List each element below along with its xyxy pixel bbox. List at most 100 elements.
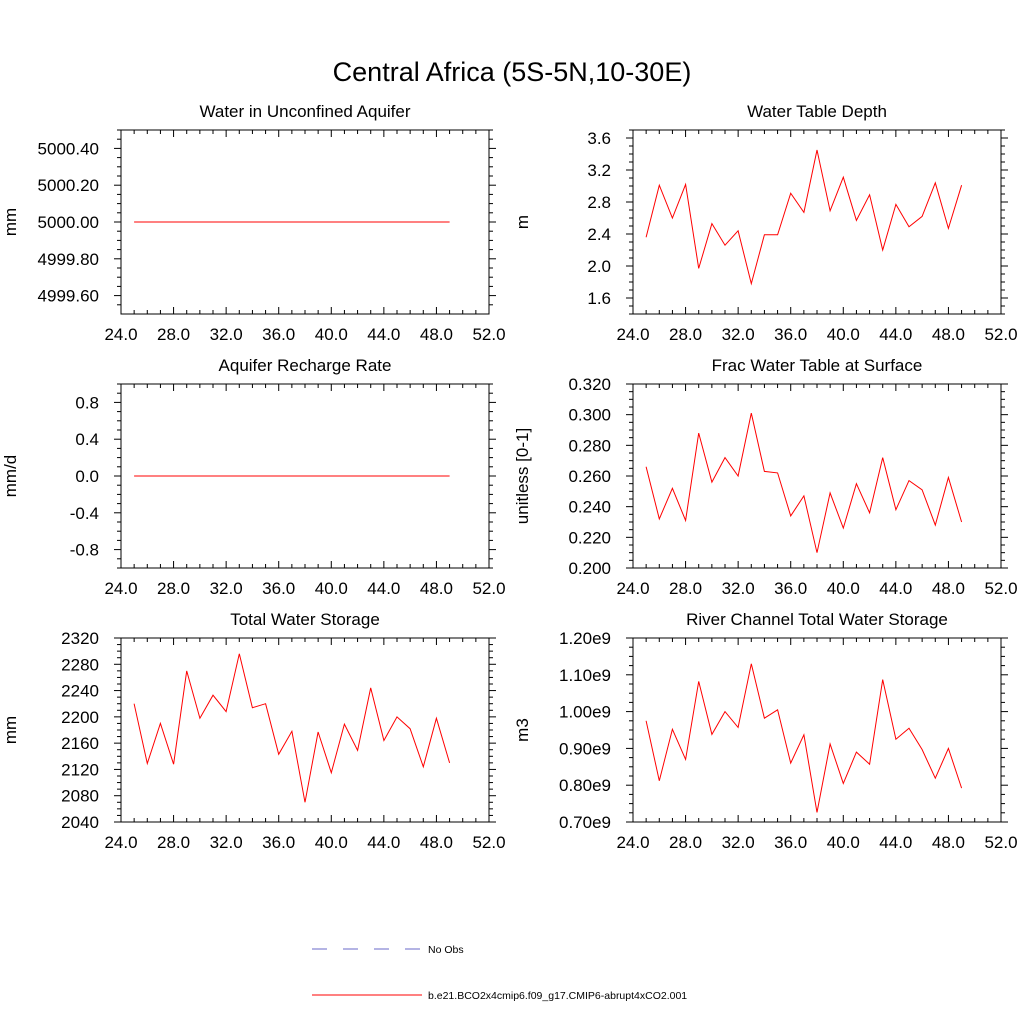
series-line	[133, 653, 451, 803]
x-tick-label: 52.0	[984, 833, 1017, 852]
y-tick-label: 0.280	[568, 436, 611, 455]
x-tick-label: 48.0	[932, 325, 965, 344]
x-tick-label: 36.0	[262, 579, 295, 598]
x-tick-label: 44.0	[367, 833, 400, 852]
panel-title: Frac Water Table at Surface	[712, 356, 923, 375]
y-tick-label: 1.10e9	[559, 666, 611, 685]
y-tick-label: 0.80e9	[559, 776, 611, 795]
plot-frame	[632, 637, 1002, 823]
y-axis-label: m	[513, 215, 532, 229]
x-tick-label: 36.0	[262, 833, 295, 852]
panel-3: Aquifer Recharge Rate mm/d 24.0 28.0 32.0 36.…	[1, 356, 506, 598]
x-tick-label: 40.0	[315, 325, 348, 344]
y-axis-label: m3	[513, 718, 532, 742]
y-tick-label: 2.0	[587, 257, 611, 276]
y-tick-label: 1.00e9	[559, 703, 611, 722]
y-axis-label: unitless [0-1]	[513, 428, 532, 524]
panel-title: Water Table Depth	[747, 102, 887, 121]
y-tick-label: 3.2	[587, 161, 611, 180]
x-tick-label: 32.0	[210, 579, 243, 598]
panel-title: Total Water Storage	[230, 610, 380, 629]
y-tick-label: 0.0	[75, 467, 99, 486]
series-line	[645, 663, 963, 813]
legend-label: No Obs	[428, 944, 464, 956]
panel-6: River Channel Total Water Storage m3 24.0 2…	[513, 610, 1018, 852]
y-tick-label: 2320	[61, 629, 99, 648]
y-tick-label: 0.320	[568, 375, 611, 394]
panel-2: Water Table Depth m 24.0 28.0 32.0 36.0 40.0 44…	[513, 102, 1018, 344]
x-tick-label: 32.0	[722, 579, 755, 598]
x-tick-label: 48.0	[932, 579, 965, 598]
plot-frame	[632, 129, 1002, 315]
x-tick-label: 44.0	[879, 833, 912, 852]
x-tick-label: 44.0	[367, 579, 400, 598]
panel-1: Water in Unconfined Aquifer mm 24.0 28.0 32.…	[1, 102, 506, 344]
x-tick-label: 52.0	[472, 833, 505, 852]
legend: No Obs b.e21.BCO2x4cmip6.f09_g17.CMIP6-ab…	[312, 944, 687, 1002]
panel-title: Aquifer Recharge Rate	[219, 356, 392, 375]
legend-entry: No Obs	[312, 944, 464, 956]
panel-title: Water in Unconfined Aquifer	[199, 102, 410, 121]
x-tick-label: 40.0	[315, 579, 348, 598]
x-tick-label: 24.0	[104, 325, 137, 344]
x-tick-label: 32.0	[210, 833, 243, 852]
series-line	[645, 149, 963, 286]
x-tick-label: 36.0	[262, 325, 295, 344]
y-axis-label: mm	[1, 716, 20, 744]
y-tick-label: 1.6	[587, 289, 611, 308]
y-tick-label: 4999.60	[38, 287, 99, 306]
y-tick-label: 0.240	[568, 498, 611, 517]
x-tick-label: 24.0	[616, 325, 649, 344]
y-tick-label: 2040	[61, 813, 99, 832]
y-tick-label: 3.6	[587, 129, 611, 148]
x-tick-label: 28.0	[669, 579, 702, 598]
y-tick-label: 5000.20	[38, 176, 99, 195]
x-tick-label: 52.0	[984, 325, 1017, 344]
plot-frame	[632, 383, 1002, 569]
x-tick-label: 36.0	[774, 833, 807, 852]
y-tick-label: 2280	[61, 655, 99, 674]
x-tick-label: 36.0	[774, 579, 807, 598]
x-tick-label: 40.0	[827, 325, 860, 344]
y-tick-label: 0.4	[75, 430, 99, 449]
x-tick-label: 36.0	[774, 325, 807, 344]
y-tick-label: 2080	[61, 787, 99, 806]
x-tick-label: 48.0	[420, 325, 453, 344]
x-tick-label: 40.0	[827, 833, 860, 852]
x-tick-label: 28.0	[157, 579, 190, 598]
y-tick-label: 4999.80	[38, 250, 99, 269]
panels: Water in Unconfined Aquifer mm 24.0 28.0 32.…	[1, 102, 1018, 852]
x-tick-label: 28.0	[669, 833, 702, 852]
y-tick-label: 1.20e9	[559, 629, 611, 648]
y-tick-label: 2200	[61, 708, 99, 727]
x-tick-label: 44.0	[879, 325, 912, 344]
series-line	[645, 412, 963, 553]
x-tick-label: 24.0	[616, 579, 649, 598]
legend-entry: b.e21.BCO2x4cmip6.f09_g17.CMIP6-abrupt4x…	[312, 990, 687, 1002]
y-tick-label: -0.8	[70, 541, 99, 560]
y-tick-label: 2.4	[587, 225, 611, 244]
figure-title: Central Africa (5S-5N,10-30E)	[333, 57, 692, 87]
x-tick-label: 44.0	[879, 579, 912, 598]
y-tick-label: 5000.40	[38, 139, 99, 158]
y-tick-label: 5000.00	[38, 213, 99, 232]
x-tick-label: 32.0	[210, 325, 243, 344]
y-axis-label: mm	[1, 208, 20, 236]
y-tick-label: 2160	[61, 734, 99, 753]
y-tick-label: 2120	[61, 760, 99, 779]
x-tick-label: 52.0	[472, 579, 505, 598]
panel-4: Frac Water Table at Surface unitless [0-1…	[513, 356, 1018, 598]
y-tick-label: 0.70e9	[559, 813, 611, 832]
plot-frame	[120, 637, 490, 823]
x-tick-label: 32.0	[722, 833, 755, 852]
x-tick-label: 40.0	[827, 579, 860, 598]
x-tick-label: 28.0	[157, 833, 190, 852]
y-axis-label: mm/d	[1, 455, 20, 498]
y-tick-label: 0.260	[568, 467, 611, 486]
x-tick-label: 32.0	[722, 325, 755, 344]
x-tick-label: 28.0	[157, 325, 190, 344]
x-tick-label: 24.0	[104, 579, 137, 598]
y-tick-label: 0.8	[75, 393, 99, 412]
y-tick-label: 0.90e9	[559, 739, 611, 758]
